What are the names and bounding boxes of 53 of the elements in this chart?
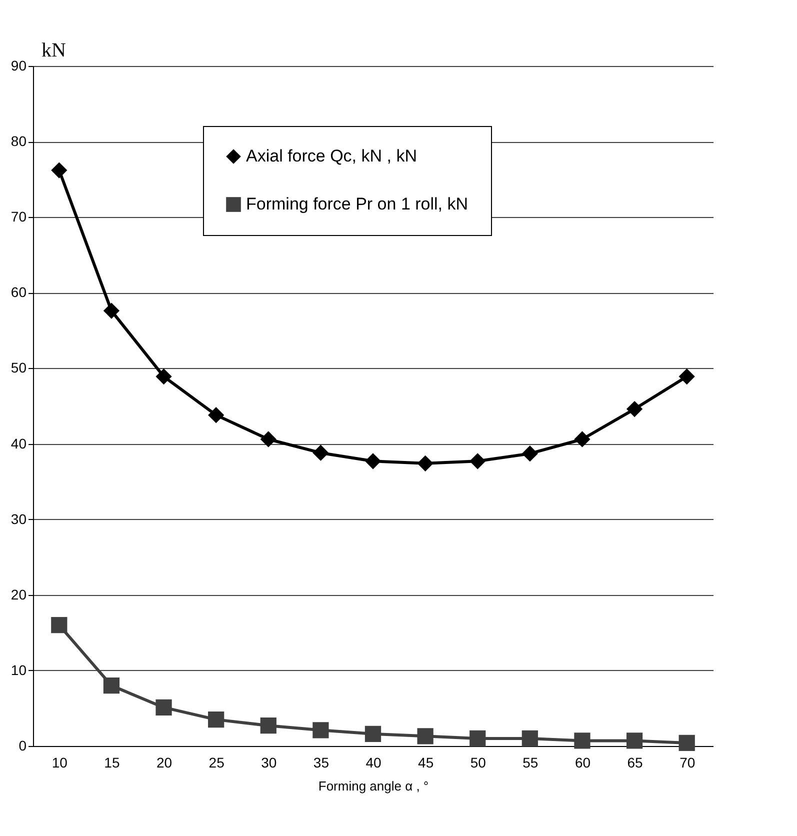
- point: [626, 732, 643, 749]
- legend-label: Forming force Pr on 1 roll, kN: [246, 194, 468, 214]
- point: [364, 453, 382, 470]
- point: [470, 453, 486, 470]
- x-tick-label: 55: [522, 754, 538, 770]
- y-tick-label: 60: [10, 284, 27, 300]
- point: [678, 734, 695, 752]
- point: [574, 431, 590, 448]
- point: [208, 407, 224, 424]
- x-tick-label: 65: [627, 754, 644, 770]
- x-tick-label: 30: [261, 754, 277, 770]
- point: [51, 617, 68, 634]
- x-tick-label: 70: [680, 754, 696, 770]
- point: [417, 455, 434, 472]
- x-tick-label: 35: [313, 754, 330, 770]
- x-tick-label: 60: [574, 754, 591, 770]
- point: [208, 711, 224, 728]
- point: [626, 400, 643, 418]
- point: [260, 431, 276, 448]
- legend-label: Axial force Qc, kN , kN: [246, 146, 417, 166]
- point: [312, 722, 329, 738]
- x-tick-label: 10: [52, 754, 68, 770]
- y-axis-title: kN: [42, 40, 66, 62]
- point: [417, 728, 434, 744]
- point: [103, 302, 120, 319]
- y-tick-label: 50: [10, 360, 27, 376]
- point: [260, 718, 276, 734]
- x-tick-label: 15: [104, 754, 120, 770]
- point: [156, 699, 172, 716]
- point: [522, 730, 538, 747]
- point: [364, 726, 382, 742]
- y-tick-label: 80: [10, 133, 27, 150]
- point: [312, 444, 329, 461]
- point: [522, 446, 538, 462]
- x-tick-label: 45: [418, 754, 434, 770]
- point: [51, 162, 68, 178]
- y-tick-label: 20: [10, 586, 27, 602]
- x-tick-label: 25: [208, 754, 225, 770]
- y-tick-label: 0: [18, 738, 27, 754]
- y-tick-label: 10: [10, 662, 27, 678]
- point: [678, 368, 695, 385]
- y-tick-label: 70: [10, 208, 27, 225]
- point: [156, 368, 172, 385]
- y-tick-label: 30: [10, 510, 27, 527]
- y-tick-label: 40: [10, 435, 27, 452]
- x-tick-label: 20: [156, 754, 172, 770]
- point: [103, 677, 120, 694]
- point: [470, 730, 486, 747]
- y-tick-label: 90: [10, 58, 27, 74]
- x-tick-label: 50: [470, 754, 486, 770]
- x-tick-label: 40: [366, 754, 382, 770]
- point: [574, 732, 590, 749]
- x-axis-title: Forming angle α , °: [318, 778, 429, 794]
